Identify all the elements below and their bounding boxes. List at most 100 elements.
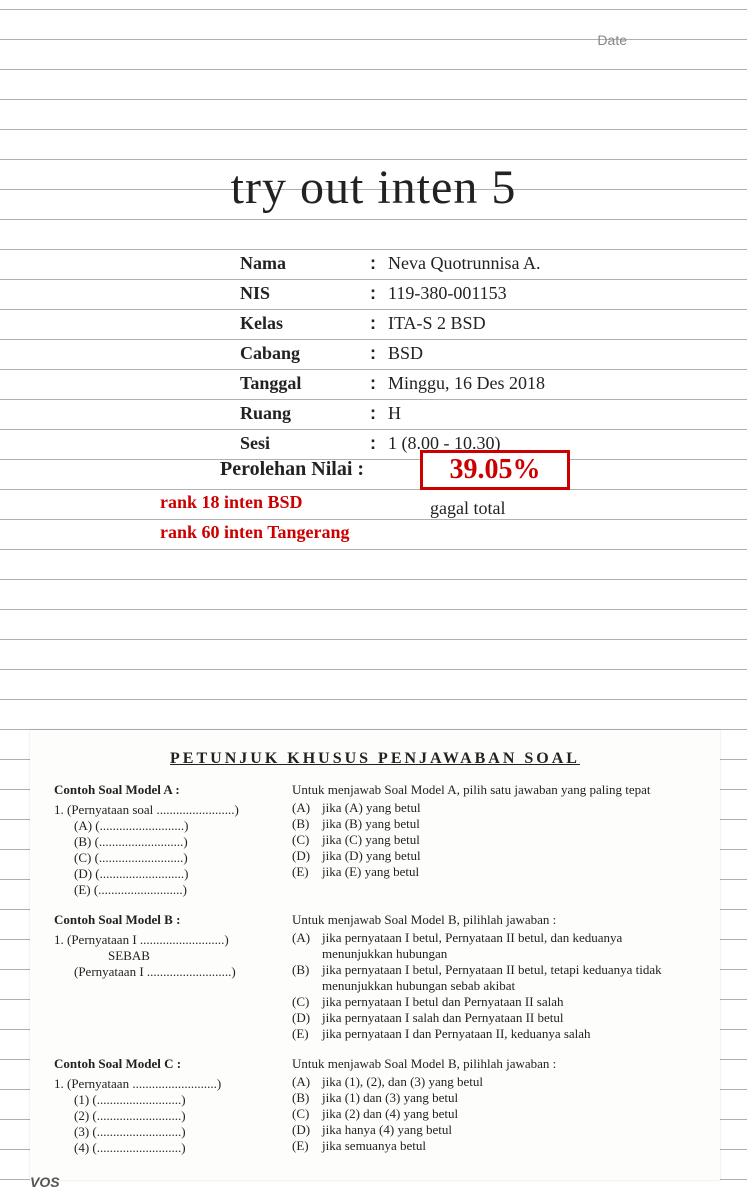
rule: (C)jika (C) yang betul xyxy=(292,832,696,848)
rank-2: rank 60 inten Tangerang xyxy=(160,522,350,543)
info-label: Nama xyxy=(240,253,370,274)
option: (4) (..........................) xyxy=(74,1140,284,1156)
info-row: Ruang : H xyxy=(240,398,545,428)
rule: (E)jika (E) yang betul xyxy=(292,864,696,880)
instructions-sheet: PETUNJUK KHUSUS PENJAWABAN SOAL Contoh S… xyxy=(30,730,720,1180)
model-b-right: Untuk menjawab Soal Model B, pilihlah ja… xyxy=(284,912,696,1042)
info-value: ITA-S 2 BSD xyxy=(388,313,486,334)
rule-tag: (B) xyxy=(292,962,322,994)
rule: (B)jika (1) dan (3) yang betul xyxy=(292,1090,696,1106)
rule-tag: (A) xyxy=(292,930,322,962)
rule: (B)jika pernyataan I betul, Pernyataan I… xyxy=(292,962,696,994)
info-value: H xyxy=(388,403,401,424)
footer-brand: VOS xyxy=(30,1174,60,1190)
rule-text: jika hanya (4) yang betul xyxy=(322,1122,452,1138)
rule: (A)jika (1), (2), dan (3) yang betul xyxy=(292,1074,696,1090)
rule-tag: (D) xyxy=(292,1010,322,1026)
rule-text: jika (1), (2), dan (3) yang betul xyxy=(322,1074,483,1090)
page-title: try out inten 5 xyxy=(231,160,517,215)
rule: (E)jika semuanya betul xyxy=(292,1138,696,1154)
model-c-head: Contoh Soal Model C : xyxy=(54,1056,284,1072)
model-c-right: Untuk menjawab Soal Model B, pilihlah ja… xyxy=(284,1056,696,1156)
note: gagal total xyxy=(430,498,505,519)
info-label: NIS xyxy=(240,283,370,304)
rule-tag: (C) xyxy=(292,994,322,1010)
colon: : xyxy=(370,343,388,364)
info-label: Cabang xyxy=(240,343,370,364)
model-b-left: Contoh Soal Model B : 1. (Pernyataan I .… xyxy=(54,912,284,1042)
rule-tag: (A) xyxy=(292,1074,322,1090)
info-row: Cabang : BSD xyxy=(240,338,545,368)
model-b-intro: Untuk menjawab Soal Model B, pilihlah ja… xyxy=(292,912,696,928)
option: (C) (..........................) xyxy=(74,850,284,866)
info-label: Kelas xyxy=(240,313,370,334)
rule-tag: (E) xyxy=(292,1138,322,1154)
rule-text: jika pernyataan I betul dan Pernyataan I… xyxy=(322,994,563,1010)
rule: (C)jika pernyataan I betul dan Pernyataa… xyxy=(292,994,696,1010)
rule-text: jika (E) yang betul xyxy=(322,864,419,880)
rule-text: jika pernyataan I dan Pernyataan II, ked… xyxy=(322,1026,591,1042)
rule-text: jika (2) dan (4) yang betul xyxy=(322,1106,458,1122)
rule-text: jika pernyataan I betul, Pernyataan II b… xyxy=(322,930,696,962)
option: (A) (..........................) xyxy=(74,818,284,834)
rule-tag: (E) xyxy=(292,864,322,880)
model-b-head: Contoh Soal Model B : xyxy=(54,912,284,928)
model-a-question: 1. (Pernyataan soal ....................… xyxy=(54,802,284,818)
colon: : xyxy=(370,433,388,454)
rule-text: jika (1) dan (3) yang betul xyxy=(322,1090,458,1106)
colon: : xyxy=(370,373,388,394)
info-row: Tanggal : Minggu, 16 Des 2018 xyxy=(240,368,545,398)
rule-tag: (E) xyxy=(292,1026,322,1042)
model-a-head: Contoh Soal Model A : xyxy=(54,782,284,798)
rule-tag: (A) xyxy=(292,800,322,816)
rule-tag: (B) xyxy=(292,816,322,832)
colon: : xyxy=(370,253,388,274)
model-b-q2: (Pernyataan I ..........................… xyxy=(74,964,284,980)
model-c-question: 1. (Pernyataan .........................… xyxy=(54,1076,284,1092)
info-label: Sesi xyxy=(240,433,370,454)
model-c-intro: Untuk menjawab Soal Model B, pilihlah ja… xyxy=(292,1056,696,1072)
info-label: Ruang xyxy=(240,403,370,424)
rule-text: jika pernyataan I salah dan Pernyataan I… xyxy=(322,1010,563,1026)
colon: : xyxy=(370,403,388,424)
model-a-intro: Untuk menjawab Soal Model A, pilih satu … xyxy=(292,782,696,798)
model-b-block: Contoh Soal Model B : 1. (Pernyataan I .… xyxy=(54,912,696,1042)
date-label: Date xyxy=(597,32,627,48)
info-label: Tanggal xyxy=(240,373,370,394)
rule-text: jika (B) yang betul xyxy=(322,816,420,832)
option: (D) (..........................) xyxy=(74,866,284,882)
rule-tag: (D) xyxy=(292,848,322,864)
info-value: BSD xyxy=(388,343,423,364)
rule-text: jika (A) yang betul xyxy=(322,800,421,816)
score-box: 39.05% xyxy=(420,450,570,490)
sebab-label: SEBAB xyxy=(54,948,204,964)
rule: (B)jika (B) yang betul xyxy=(292,816,696,832)
model-a-block: Contoh Soal Model A : 1. (Pernyataan soa… xyxy=(54,782,696,898)
option: (E) (..........................) xyxy=(74,882,284,898)
rule-text: jika (C) yang betul xyxy=(322,832,420,848)
option: (3) (..........................) xyxy=(74,1124,284,1140)
rule: (D)jika (D) yang betul xyxy=(292,848,696,864)
info-value: 119-380-001153 xyxy=(388,283,507,304)
rule-tag: (C) xyxy=(292,1106,322,1122)
info-table: Nama : Neva Quotrunnisa A. NIS : 119-380… xyxy=(240,248,545,458)
rule-text: jika (D) yang betul xyxy=(322,848,421,864)
option: (B) (..........................) xyxy=(74,834,284,850)
rank-1: rank 18 inten BSD xyxy=(160,492,303,513)
model-c-left: Contoh Soal Model C : 1. (Pernyataan ...… xyxy=(54,1056,284,1156)
rule-text: jika semuanya betul xyxy=(322,1138,426,1154)
model-b-q1: 1. (Pernyataan I .......................… xyxy=(54,932,284,948)
rule-tag: (C) xyxy=(292,832,322,848)
rule: (A)jika pernyataan I betul, Pernyataan I… xyxy=(292,930,696,962)
option: (1) (..........................) xyxy=(74,1092,284,1108)
model-c-block: Contoh Soal Model C : 1. (Pernyataan ...… xyxy=(54,1056,696,1156)
model-a-right: Untuk menjawab Soal Model A, pilih satu … xyxy=(284,782,696,898)
rule: (C)jika (2) dan (4) yang betul xyxy=(292,1106,696,1122)
info-value: Neva Quotrunnisa A. xyxy=(388,253,540,274)
rule-tag: (B) xyxy=(292,1090,322,1106)
colon: : xyxy=(370,283,388,304)
option: (2) (..........................) xyxy=(74,1108,284,1124)
info-row: Kelas : ITA-S 2 BSD xyxy=(240,308,545,338)
rule: (D)jika pernyataan I salah dan Pernyataa… xyxy=(292,1010,696,1026)
rule: (D)jika hanya (4) yang betul xyxy=(292,1122,696,1138)
